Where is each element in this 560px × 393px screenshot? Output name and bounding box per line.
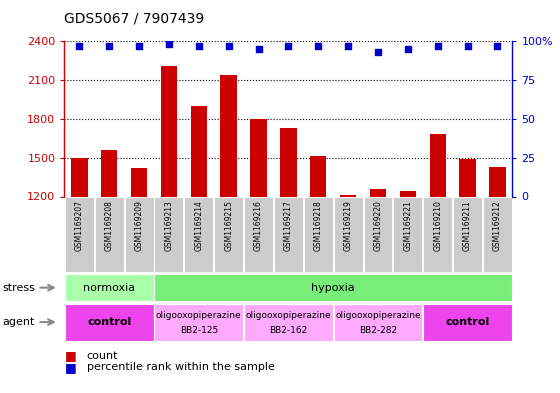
- Text: GSM1169214: GSM1169214: [194, 200, 203, 251]
- Bar: [334, 304, 422, 341]
- Point: [284, 43, 293, 49]
- Point: [314, 43, 323, 49]
- Bar: [370, 189, 386, 196]
- Bar: [184, 197, 213, 272]
- Text: hypoxia: hypoxia: [311, 283, 355, 293]
- Point: [344, 43, 353, 49]
- Point: [224, 43, 233, 49]
- Bar: [304, 197, 333, 272]
- Text: ■: ■: [64, 349, 76, 362]
- Text: GSM1169213: GSM1169213: [165, 200, 174, 251]
- Text: GSM1169209: GSM1169209: [134, 200, 143, 252]
- Text: agent: agent: [3, 317, 35, 327]
- Text: stress: stress: [3, 283, 36, 293]
- Bar: [155, 197, 184, 272]
- Bar: [155, 274, 512, 301]
- Bar: [334, 197, 363, 272]
- Bar: [101, 150, 118, 196]
- Bar: [71, 158, 87, 196]
- Point: [194, 43, 203, 49]
- Text: GSM1169210: GSM1169210: [433, 200, 442, 251]
- Text: GSM1169221: GSM1169221: [403, 200, 412, 251]
- Text: control: control: [87, 317, 132, 327]
- Bar: [95, 197, 124, 272]
- Text: GDS5067 / 7907439: GDS5067 / 7907439: [64, 11, 204, 26]
- Bar: [124, 197, 153, 272]
- Bar: [280, 128, 297, 196]
- Bar: [483, 197, 512, 272]
- Bar: [423, 197, 452, 272]
- Bar: [453, 197, 482, 272]
- Text: oligooxopiperazine: oligooxopiperazine: [335, 311, 421, 320]
- Text: GSM1169215: GSM1169215: [224, 200, 233, 251]
- Text: GSM1169216: GSM1169216: [254, 200, 263, 251]
- Text: BB2-162: BB2-162: [269, 327, 307, 335]
- Text: count: count: [87, 351, 118, 361]
- Bar: [393, 197, 422, 272]
- Point: [254, 46, 263, 52]
- Bar: [244, 197, 273, 272]
- Bar: [400, 191, 416, 196]
- Text: normoxia: normoxia: [83, 283, 136, 293]
- Bar: [131, 168, 147, 196]
- Text: GSM1169212: GSM1169212: [493, 200, 502, 251]
- Point: [374, 49, 382, 55]
- Text: BB2-282: BB2-282: [359, 327, 397, 335]
- Bar: [363, 197, 393, 272]
- Text: GSM1169207: GSM1169207: [75, 200, 84, 252]
- Point: [105, 43, 114, 49]
- Point: [75, 43, 84, 49]
- Text: GSM1169208: GSM1169208: [105, 200, 114, 251]
- Text: GSM1169211: GSM1169211: [463, 200, 472, 251]
- Bar: [340, 195, 356, 196]
- Bar: [221, 75, 237, 196]
- Bar: [214, 197, 243, 272]
- Text: GSM1169220: GSM1169220: [374, 200, 382, 251]
- Bar: [190, 106, 207, 196]
- Bar: [161, 66, 177, 196]
- Point: [493, 43, 502, 49]
- Bar: [489, 167, 506, 196]
- Bar: [65, 274, 153, 301]
- Bar: [155, 304, 243, 341]
- Bar: [65, 304, 153, 341]
- Text: percentile rank within the sample: percentile rank within the sample: [87, 362, 274, 373]
- Bar: [430, 134, 446, 196]
- Point: [403, 46, 412, 52]
- Bar: [423, 304, 512, 341]
- Bar: [274, 197, 303, 272]
- Text: GSM1169217: GSM1169217: [284, 200, 293, 251]
- Point: [463, 43, 472, 49]
- Text: BB2-125: BB2-125: [180, 327, 218, 335]
- Point: [165, 41, 174, 48]
- Bar: [65, 197, 94, 272]
- Text: control: control: [445, 317, 490, 327]
- Bar: [459, 159, 476, 196]
- Text: oligooxopiperazine: oligooxopiperazine: [156, 311, 241, 320]
- Text: GSM1169218: GSM1169218: [314, 200, 323, 251]
- Bar: [310, 156, 326, 196]
- Bar: [250, 119, 267, 196]
- Text: oligooxopiperazine: oligooxopiperazine: [246, 311, 331, 320]
- Text: GSM1169219: GSM1169219: [344, 200, 353, 251]
- Point: [433, 43, 442, 49]
- Point: [134, 43, 143, 49]
- Text: ■: ■: [64, 361, 76, 374]
- Bar: [244, 304, 333, 341]
